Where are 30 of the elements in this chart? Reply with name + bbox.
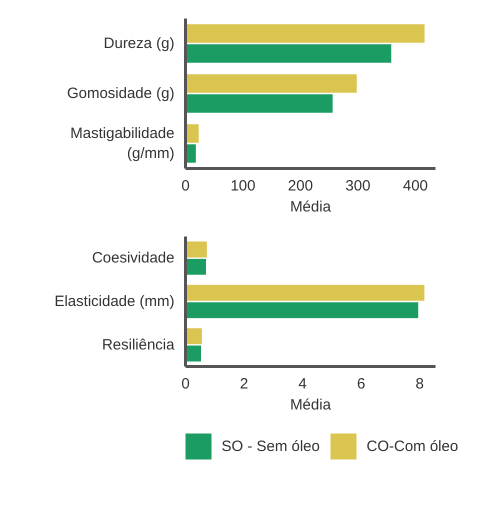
bar	[186, 284, 424, 301]
x-axis-title: Média	[290, 396, 332, 414]
bar	[186, 44, 392, 63]
legend-label: CO-Com óleo	[366, 438, 458, 455]
y-tick-label: Dureza (g)	[104, 35, 175, 52]
y-tick-label: Resiliência	[102, 336, 176, 354]
bar	[186, 242, 207, 258]
bar	[186, 258, 206, 275]
x-tick-label: 6	[356, 376, 366, 392]
x-tick-label: 4	[298, 376, 307, 392]
bar	[186, 302, 418, 318]
legend-label: SO - Sem óleo	[222, 438, 320, 455]
bar	[186, 328, 202, 344]
y-tick-label: Coesividade	[92, 250, 175, 267]
y-tick-label: Mastigabilidade (g/mm)	[70, 124, 175, 162]
x-tick-label: 400	[402, 178, 428, 194]
y-tick-label: Gomosidade (g)	[66, 85, 175, 102]
x-tick-label: 8	[416, 376, 424, 392]
bar	[186, 74, 357, 93]
x-tick-label: 0	[181, 178, 190, 194]
y-tick-label: Elasticidade (mm)	[54, 293, 175, 310]
x-axis-title: Média	[290, 198, 332, 216]
x-tick-label: 2	[240, 376, 248, 392]
x-tick-label: 100	[230, 178, 256, 194]
bar	[186, 24, 425, 43]
bar	[186, 94, 333, 113]
x-tick-label: 0	[181, 376, 190, 392]
bar	[186, 346, 202, 362]
x-tick-label: 300	[345, 178, 370, 194]
x-tick-label: 200	[288, 178, 313, 194]
